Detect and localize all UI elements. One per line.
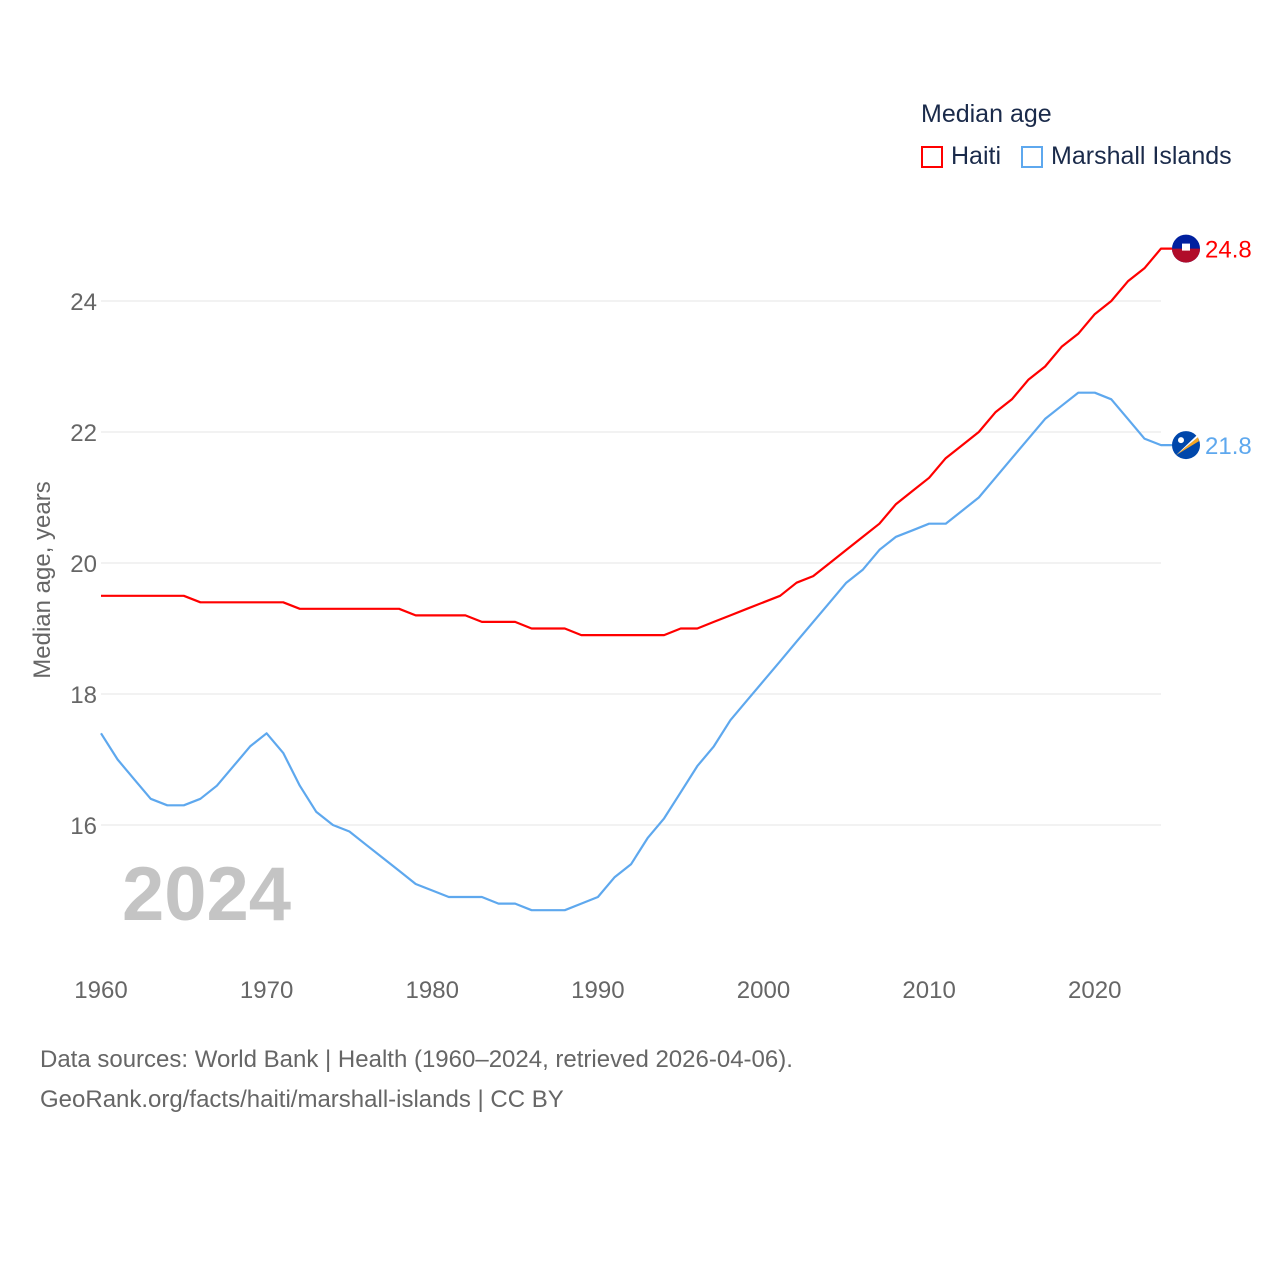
legend-title: Median age xyxy=(921,100,1052,128)
legend: Haiti Marshall Islands xyxy=(921,142,1232,171)
x-tick-label: 1960 xyxy=(74,977,127,1004)
x-tick-label: 2000 xyxy=(737,977,790,1004)
marshall-islands-flag-icon-star xyxy=(1178,437,1184,444)
legend-swatch-marshall-islands xyxy=(1021,145,1044,168)
source-line-1: Data sources: World Bank | Health (1960–… xyxy=(40,1046,793,1073)
legend-label-haiti[interactable]: Haiti xyxy=(951,142,1002,170)
series-line-marshall-islands xyxy=(100,391,1172,912)
y-axis-label: Median age, years xyxy=(29,481,56,678)
x-tick-label: 1970 xyxy=(240,977,293,1004)
year-watermark: 2024 xyxy=(122,852,291,937)
y-tick-label: 22 xyxy=(70,420,97,447)
end-label-haiti: 24.8 xyxy=(1205,237,1252,264)
marshall-islands-flag-icon-stripe-white xyxy=(1176,435,1198,456)
x-tick-label: 1980 xyxy=(406,977,459,1004)
source-line-2[interactable]: GeoRank.org/facts/haiti/marshall-islands… xyxy=(40,1086,564,1113)
legend-swatch-haiti xyxy=(921,145,943,168)
x-tick-label: 2010 xyxy=(902,977,955,1004)
x-tick-label: 2020 xyxy=(1068,977,1121,1004)
legend-label-marshall-islands[interactable]: Marshall Islands xyxy=(1051,142,1232,170)
y-tick-label: 20 xyxy=(70,551,97,578)
series-line-haiti xyxy=(101,247,1172,637)
haiti-flag-icon-lower xyxy=(1172,248,1200,263)
y-tick-label: 16 xyxy=(70,813,97,840)
x-tick-label: 1990 xyxy=(571,977,624,1004)
haiti-flag-icon-coat xyxy=(1182,243,1190,251)
y-tick-label: 24 xyxy=(70,289,97,316)
end-label-marshall-islands: 21.8 xyxy=(1205,433,1252,460)
y-tick-label: 18 xyxy=(70,682,97,709)
marshall-islands-flag-icon-stripe xyxy=(1176,437,1199,456)
marshall-islands-flag-icon xyxy=(1172,431,1200,460)
